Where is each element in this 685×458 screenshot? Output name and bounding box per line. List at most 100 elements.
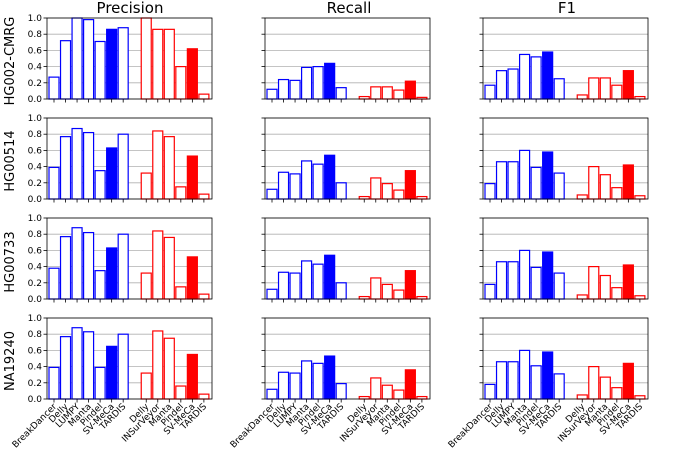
bar-deletions-breakdancer bbox=[48, 76, 60, 100]
bar-insertions-sv-meca bbox=[186, 48, 198, 100]
axes-frame bbox=[264, 317, 431, 400]
bar-insertions-insurveyor bbox=[152, 230, 164, 300]
axes-frame bbox=[46, 17, 213, 100]
bar-insertions-manta bbox=[163, 136, 175, 200]
bar-insertions-delly bbox=[140, 272, 152, 300]
bar-deletions-breakdancer bbox=[266, 88, 278, 100]
bar-deletions-pindel bbox=[94, 366, 106, 400]
y-tick-label: 0.4 bbox=[28, 63, 43, 73]
bar-deletions-manta bbox=[300, 160, 313, 200]
bar-deletions-pindel bbox=[312, 65, 324, 100]
y-tick-label: 1.0 bbox=[28, 14, 43, 24]
axes-frame bbox=[46, 217, 213, 300]
bar-deletions-breakdancer bbox=[266, 288, 278, 300]
bar-deletions-manta bbox=[82, 19, 95, 100]
y-tick-label: 0.2 bbox=[28, 79, 42, 89]
bar-deletions-tardis bbox=[553, 78, 565, 100]
bar-insertions-tardis bbox=[634, 295, 646, 300]
column-title-precision: Precision bbox=[97, 0, 164, 17]
bar-insertions-tardis bbox=[634, 195, 646, 200]
bar-deletions-tardis bbox=[117, 27, 129, 100]
bar-insertions-pindel bbox=[175, 186, 187, 200]
bar-insertions-manta bbox=[599, 376, 611, 400]
bar-deletions-sv-meca bbox=[106, 147, 118, 200]
axes-frame bbox=[264, 17, 431, 100]
bar-deletions-delly bbox=[59, 236, 72, 300]
bar-insertions-sv-meca bbox=[186, 256, 198, 300]
y-tick-label: 1.0 bbox=[28, 114, 43, 124]
panel-hg00733-f1 bbox=[479, 217, 649, 303]
bar-deletions-pindel bbox=[312, 263, 324, 300]
axes-frame bbox=[264, 217, 431, 300]
axes-frame bbox=[482, 217, 649, 300]
bar-deletions-manta bbox=[518, 249, 531, 300]
bar-insertions-manta bbox=[163, 236, 175, 300]
bar-insertions-sv-meca bbox=[622, 164, 634, 200]
bar-deletions-tardis bbox=[335, 282, 347, 300]
panel-hg002-cmrg-f1 bbox=[479, 17, 649, 103]
bar-insertions-pindel bbox=[393, 389, 405, 400]
bar-deletions-delly bbox=[59, 336, 72, 400]
bar-insertions-tardis bbox=[198, 93, 210, 100]
bar-deletions-tardis bbox=[553, 373, 565, 400]
bar-deletions-manta bbox=[518, 349, 531, 400]
bar-deletions-pindel bbox=[530, 56, 542, 100]
bar-insertions-pindel bbox=[611, 387, 623, 400]
bar-deletions-pindel bbox=[312, 362, 324, 400]
bar-deletions-tardis bbox=[335, 182, 347, 200]
y-tick-label: 0.6 bbox=[28, 46, 43, 56]
row-label-hg002-cmrg: HG002-CMRG bbox=[3, 17, 18, 106]
bar-insertions-sv-meca bbox=[622, 264, 634, 300]
panel-hg00514-f1 bbox=[479, 117, 649, 203]
bar-deletions-breakdancer bbox=[484, 283, 496, 300]
y-tick-label: 0.4 bbox=[28, 363, 43, 373]
bar-insertions-tardis bbox=[198, 293, 210, 300]
y-tick-label: 0.6 bbox=[28, 246, 43, 256]
panel-hg002-cmrg-recall bbox=[261, 17, 431, 103]
bar-insertions-sv-meca bbox=[404, 170, 416, 200]
bar-insertions-insurveyor bbox=[370, 277, 382, 300]
y-tick-label: 0.0 bbox=[28, 95, 43, 105]
bar-insertions-sv-meca bbox=[622, 70, 634, 100]
axes-frame bbox=[482, 317, 649, 400]
y-tick-label: 0.0 bbox=[28, 195, 43, 205]
bar-deletions-tardis bbox=[553, 272, 565, 300]
panel-na19240-recall: BreakDancerDellyLUMPYMantaPindelSV-MeCaT… bbox=[229, 317, 431, 450]
bar-insertions-pindel bbox=[393, 189, 405, 200]
bar-deletions-delly bbox=[495, 161, 508, 200]
bar-deletions-sv-meca bbox=[106, 28, 118, 100]
column-title-f1: F1 bbox=[558, 0, 576, 17]
bar-insertions-tardis bbox=[198, 393, 210, 400]
bar-deletions-lumpy bbox=[71, 17, 83, 100]
panel-hg00733-recall bbox=[261, 217, 431, 303]
bar-insertions-sv-meca bbox=[186, 353, 198, 400]
bar-insertions-insurveyor bbox=[370, 86, 382, 100]
bar-insertions-delly bbox=[576, 394, 588, 400]
bar-insertions-tardis bbox=[198, 193, 210, 200]
bar-deletions-manta bbox=[300, 260, 313, 300]
bar-deletions-manta bbox=[518, 53, 531, 100]
x-tick-label-breakdancer: BreakDancer bbox=[229, 402, 277, 450]
bar-insertions-pindel bbox=[175, 385, 187, 400]
bar-deletions-sv-meca bbox=[542, 51, 554, 100]
bar-insertions-manta bbox=[163, 28, 175, 100]
bar-deletions-pindel bbox=[530, 266, 542, 300]
bar-deletions-breakdancer bbox=[48, 267, 60, 300]
bar-deletions-manta bbox=[300, 66, 313, 100]
bar-insertions-insurveyor bbox=[370, 177, 382, 200]
bar-deletions-breakdancer bbox=[48, 366, 60, 400]
panel-hg00514-precision: 0.0 0.2 0.4 0.6 0.8 1.0 bbox=[28, 114, 213, 205]
bar-deletions-breakdancer bbox=[266, 188, 278, 200]
axes-frame bbox=[46, 317, 213, 400]
bar-deletions-tardis bbox=[117, 233, 129, 300]
row-labels: HG002-CMRG HG00514 HG00733 NA19240 bbox=[3, 17, 18, 391]
y-tick-label: 0.4 bbox=[28, 163, 43, 173]
bar-deletions-tardis bbox=[335, 87, 347, 100]
row-label-hg00733: HG00733 bbox=[3, 231, 18, 292]
bar-insertions-tardis bbox=[634, 395, 646, 400]
row-label-na19240: NA19240 bbox=[3, 331, 18, 391]
bar-insertions-pindel bbox=[611, 287, 623, 300]
bar-deletions-manta bbox=[82, 331, 95, 400]
bar-insertions-manta bbox=[381, 86, 393, 100]
panel-hg00733-precision: 0.0 0.2 0.4 0.6 0.8 1.0 bbox=[28, 214, 213, 305]
